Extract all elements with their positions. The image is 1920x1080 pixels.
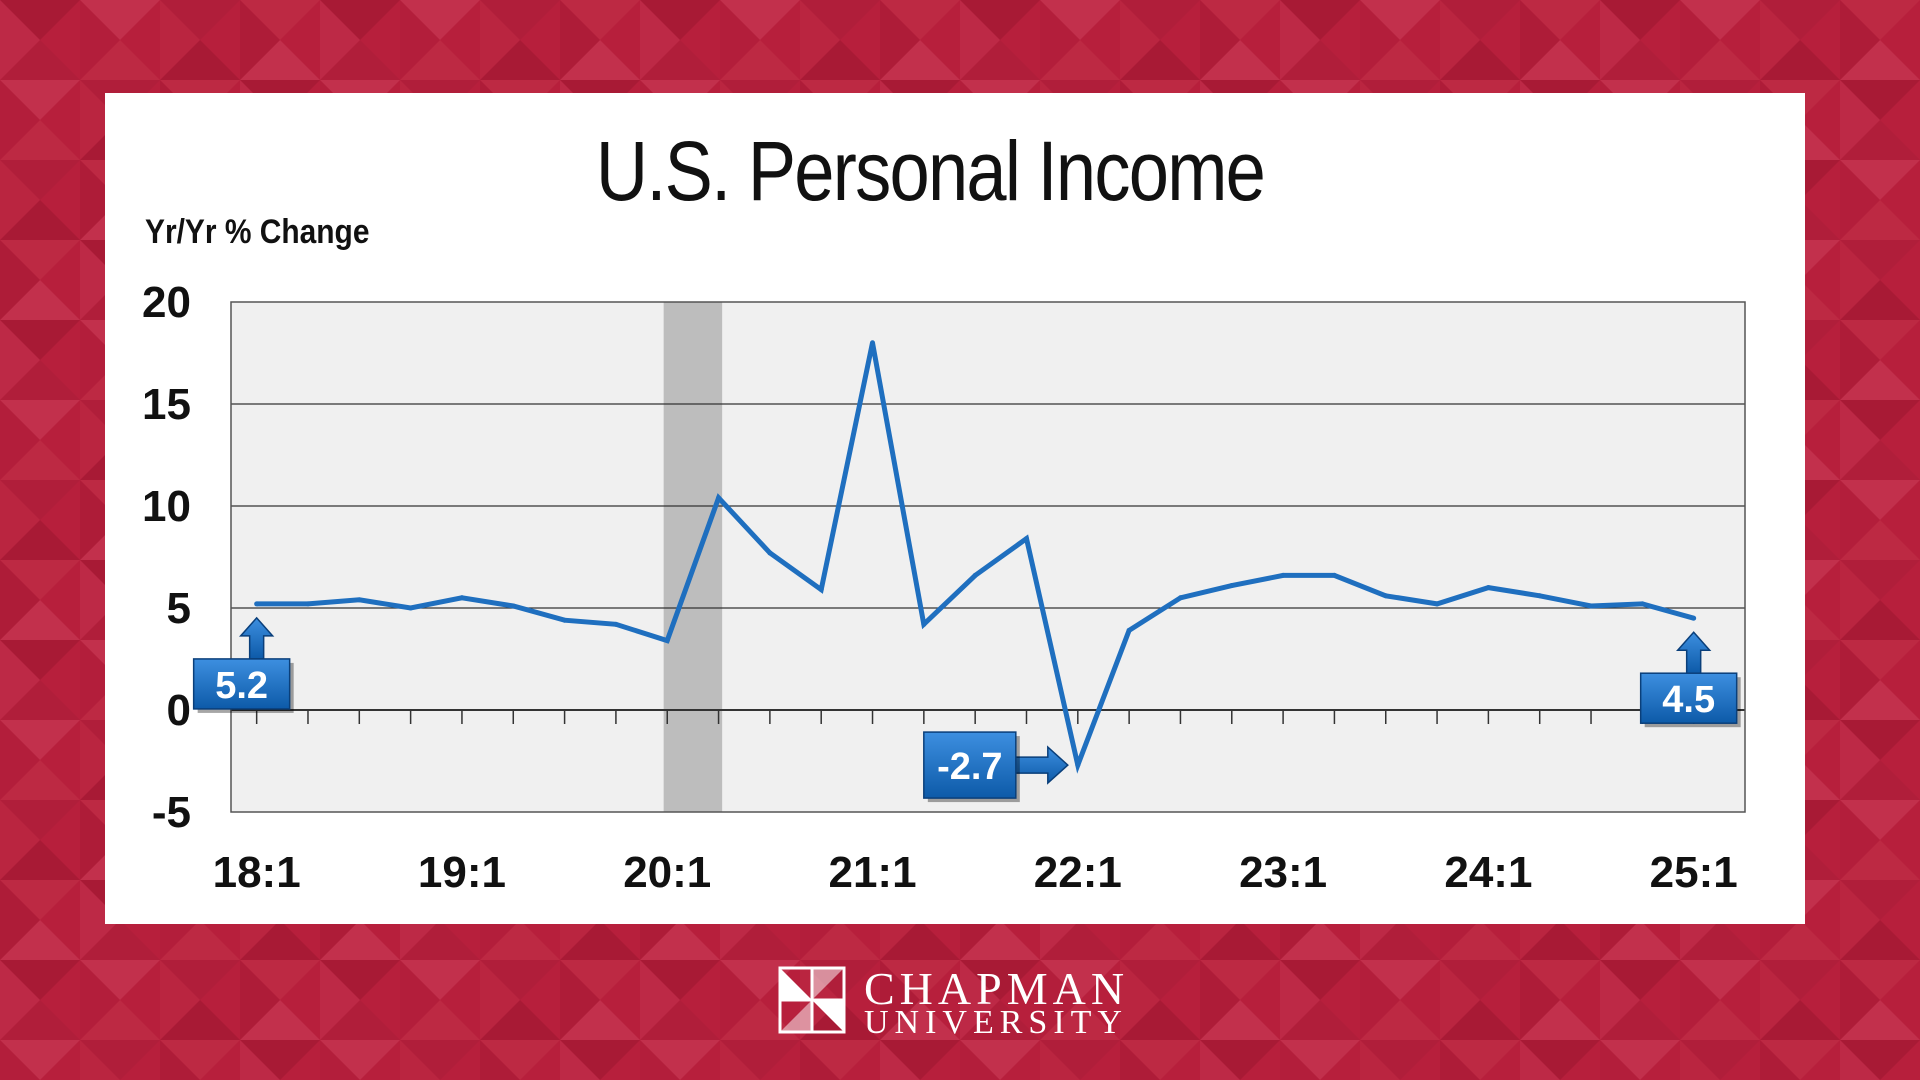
y-tick-label: -5 xyxy=(152,788,191,837)
logo-name: CHAPMAN xyxy=(864,963,1130,1014)
data-point xyxy=(870,340,876,346)
data-point xyxy=(1485,585,1491,591)
data-point xyxy=(716,495,722,501)
callout-arrow-icon xyxy=(1011,745,1069,785)
data-point xyxy=(972,572,978,578)
recession-shading xyxy=(663,302,723,812)
y-tick-label: 10 xyxy=(142,482,191,531)
data-point xyxy=(562,617,568,623)
data-point xyxy=(613,621,619,627)
callout-arrow-icon xyxy=(1676,631,1712,674)
callout-box xyxy=(1639,672,1738,724)
callout-box xyxy=(192,658,291,710)
data-point xyxy=(1383,593,1389,599)
data-point xyxy=(921,621,927,627)
callout-label: -2.7 xyxy=(937,746,1002,788)
y-tick-label: 0 xyxy=(167,686,191,735)
y-tick-label: 15 xyxy=(142,380,191,429)
y-axis-label: Yr/Yr % Change xyxy=(145,213,370,251)
data-point xyxy=(664,638,670,644)
data-point xyxy=(254,601,260,607)
chapman-window-mark-icon xyxy=(778,966,846,1034)
data-point xyxy=(1331,572,1337,578)
x-tick-label: 19:1 xyxy=(418,848,506,897)
data-point xyxy=(1229,583,1235,589)
x-tick-label: 20:1 xyxy=(623,848,711,897)
data-point xyxy=(408,605,414,611)
chart-panel: U.S. Personal Income Yr/Yr % Change 20 15… xyxy=(105,93,1805,924)
y-tick-label: 20 xyxy=(142,278,191,327)
chapman-logo: CHAPMAN UNIVERSITY xyxy=(778,963,1158,1041)
data-point xyxy=(1177,595,1183,601)
data-point xyxy=(818,587,824,593)
logo-subtitle: UNIVERSITY xyxy=(864,1004,1128,1041)
callout-label: 4.5 xyxy=(1662,679,1715,721)
data-point xyxy=(1280,572,1286,578)
callout-box xyxy=(923,731,1017,799)
data-point xyxy=(1126,627,1132,633)
x-tick-label: 25:1 xyxy=(1650,848,1738,897)
x-tick-label: 18:1 xyxy=(213,848,301,897)
data-point xyxy=(1023,536,1029,542)
chart-title: U.S. Personal Income xyxy=(595,124,1266,218)
plot-area xyxy=(231,302,1745,812)
data-point xyxy=(1434,601,1440,607)
x-tick-label: 24:1 xyxy=(1444,848,1532,897)
data-point xyxy=(305,601,311,607)
data-point xyxy=(1639,601,1645,607)
data-point xyxy=(356,597,362,603)
line-chart: 20 15 10 5 0 -5 18:1 19:1 20:1 21:1 22:1 23:1 24:1 25… xyxy=(142,278,1746,897)
data-point xyxy=(1588,603,1594,609)
data-point xyxy=(767,550,773,556)
callout-arrow-icon xyxy=(238,616,275,660)
x-tick-label: 22:1 xyxy=(1034,848,1122,897)
data-point xyxy=(1691,615,1697,621)
y-tick-label: 5 xyxy=(167,584,191,633)
data-point xyxy=(1075,762,1081,768)
x-tick-label: 23:1 xyxy=(1239,848,1327,897)
x-tick-label: 21:1 xyxy=(828,848,916,897)
data-point xyxy=(510,603,516,609)
data-point xyxy=(459,595,465,601)
callout-label: 5.2 xyxy=(215,665,268,707)
data-point xyxy=(1537,593,1543,599)
plot-border xyxy=(230,301,1746,813)
